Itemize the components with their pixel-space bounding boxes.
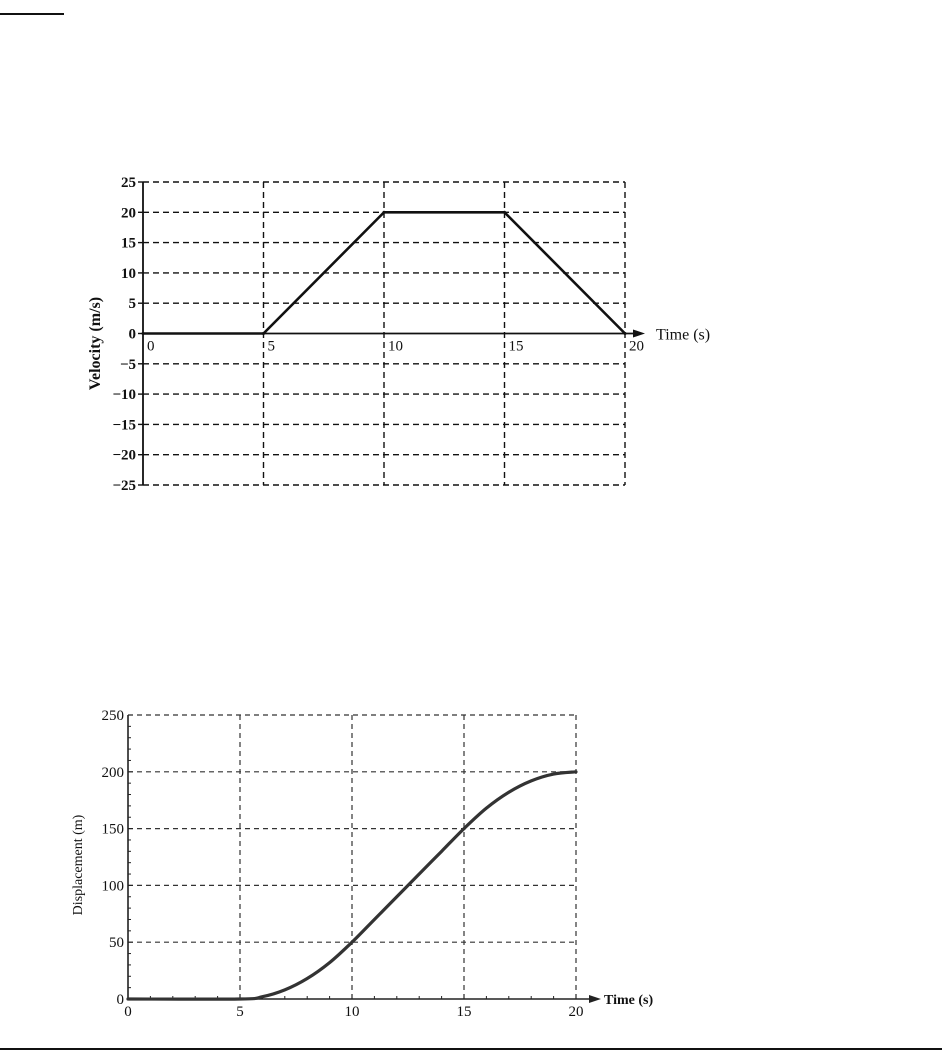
velocity-point [382, 210, 386, 214]
displacement-y-axis-label: Displacement (m) [71, 814, 86, 915]
displacement-series [126, 770, 578, 1001]
velocity-x-axis-label: Time (s) [656, 327, 710, 344]
displacement-x-tick-label: 5 [236, 1004, 244, 1020]
displacement-y-tick-label: 0 [117, 992, 125, 1008]
velocity-x-tick-label: 15 [509, 339, 524, 355]
displacement-series-curve [126, 770, 578, 1001]
velocity-y-tick-label: −20 [112, 448, 136, 464]
velocity-point [623, 332, 627, 335]
velocity-y-axis-label: Velocity (m/s) [87, 297, 104, 390]
displacement-point [574, 770, 578, 773]
displacement-grid [128, 714, 577, 999]
velocity-x-tick-label: 20 [629, 339, 644, 355]
displacement-point [373, 918, 376, 921]
displacement-x-tick-label: 15 [457, 1004, 472, 1020]
displacement-point [395, 895, 398, 898]
displacement-y-tick-label: 200 [102, 765, 125, 781]
displacement-point [552, 772, 555, 776]
displacement-axes [127, 714, 601, 1003]
displacement-x-tick-label: 10 [345, 1004, 360, 1020]
velocity-x-tick-label: 10 [388, 339, 403, 355]
displacement-x-axis-arrow [589, 995, 601, 1003]
velocity-y-tick-label: 5 [129, 296, 137, 312]
displacement-point [418, 872, 421, 876]
displacement-point [350, 941, 354, 944]
displacement-tick-labels: 250 200 150 100 50 00 5 10 15 20 [102, 708, 584, 1020]
displacement-point [306, 977, 309, 980]
displacement-y-tick-label: 250 [102, 708, 125, 724]
displacement-point [462, 827, 466, 830]
velocity-x-tick-label: 0 [147, 339, 155, 355]
bottom-rule [0, 1048, 942, 1050]
velocity-y-tick-label: 0 [129, 327, 137, 343]
velocity-y-tick-label: −25 [112, 478, 136, 494]
velocity-x-tick-label: 5 [268, 339, 276, 355]
displacement-point [283, 988, 286, 992]
displacement-point [485, 806, 488, 810]
displacement-x-tick-label: 20 [569, 1004, 584, 1020]
velocity-y-tick-label: 15 [121, 236, 136, 252]
velocity-point [503, 210, 506, 214]
velocity-y-tick-label: 10 [121, 266, 136, 282]
velocity-point [141, 332, 145, 335]
velocity-x-axis-arrow [633, 329, 645, 338]
displacement-point [261, 995, 264, 998]
displacement-y-tick-label: 50 [109, 935, 124, 951]
displacement-x-axis-label: Time (s) [604, 993, 653, 1008]
velocity-point [262, 332, 265, 335]
velocity-y-tick-label: 20 [121, 205, 136, 221]
velocity-tick-labels: 25 20 15 10 5 0 −5 −10 −15 −20 −25 0 5 10 15 20 [112, 175, 644, 494]
displacement-point [440, 850, 443, 853]
displacement-point [530, 779, 533, 783]
displacement-y-tick-label: 150 [102, 822, 125, 838]
displacement-x-tick-label: 0 [124, 1004, 132, 1020]
velocity-chart: 25 20 15 10 5 0 −5 −10 −15 −20 −25 0 5 10 15 20 Time (s… [87, 175, 710, 494]
velocity-y-tick-label: 25 [121, 175, 136, 191]
displacement-point [126, 997, 130, 1001]
velocity-y-tick-label: −10 [112, 387, 136, 403]
displacement-point [328, 961, 331, 964]
velocity-y-tick-label: −5 [120, 357, 136, 373]
velocity-series [141, 210, 627, 335]
top-rule [0, 13, 64, 15]
displacement-point [238, 997, 242, 1001]
displacement-chart: 250 200 150 100 50 00 5 10 15 20 Time (s) Displac… [71, 708, 653, 1020]
velocity-y-tick-label: −15 [112, 417, 136, 433]
displacement-y-tick-label: 100 [102, 878, 125, 894]
displacement-point [507, 791, 510, 794]
